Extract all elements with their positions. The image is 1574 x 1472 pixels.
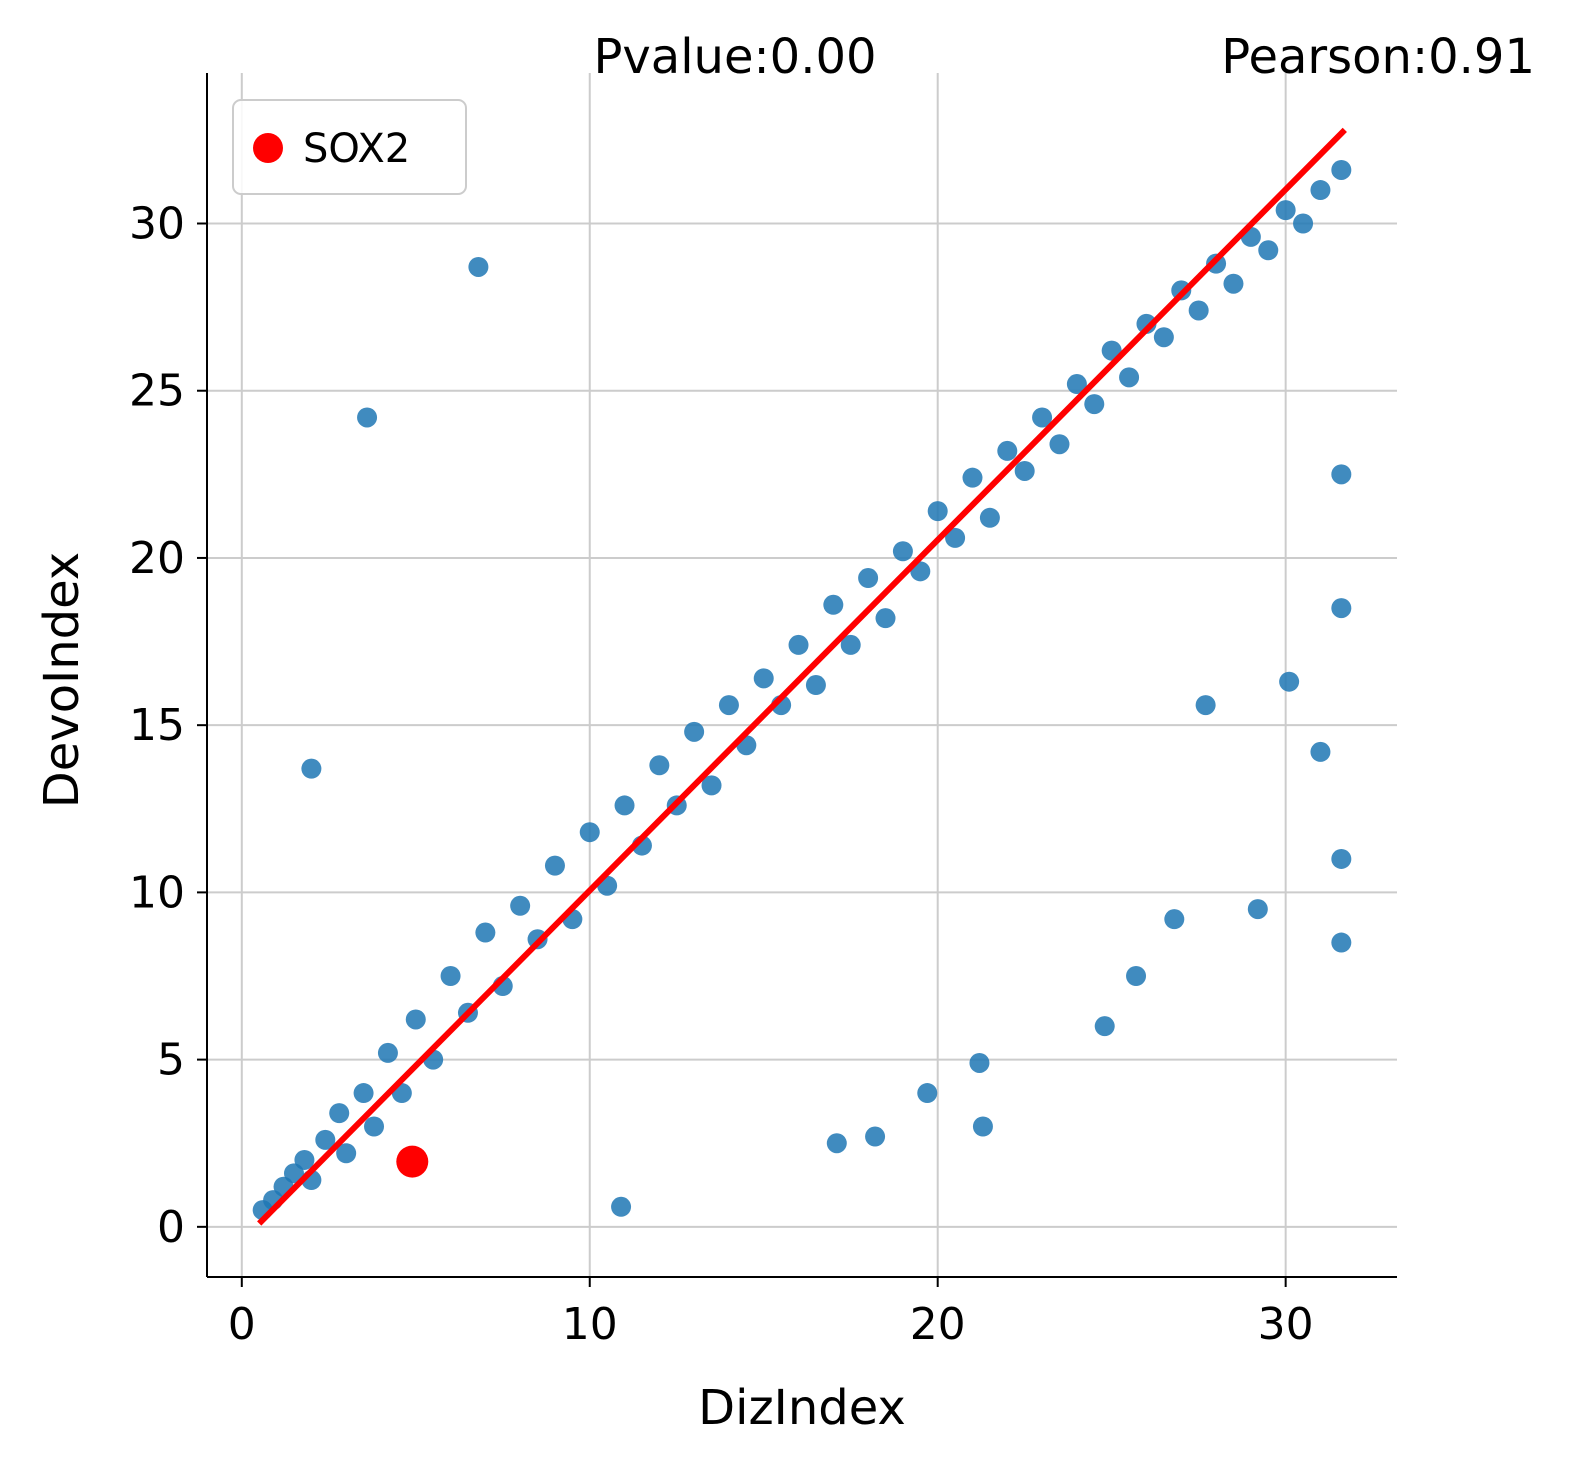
grid	[207, 73, 1397, 1277]
data-point	[614, 795, 635, 816]
legend-marker-sox2	[253, 133, 283, 163]
data-point	[611, 1196, 632, 1217]
data-point	[1066, 374, 1087, 395]
axes	[206, 73, 1397, 1278]
data-point	[1119, 367, 1140, 388]
data-point	[405, 1009, 426, 1030]
data-point	[1223, 273, 1244, 294]
data-point	[805, 675, 826, 696]
data-point	[1084, 394, 1105, 415]
data-point	[1247, 899, 1268, 920]
ticks: 0 10 20 30 0 5 10 15 20 25 30	[129, 199, 1314, 1351]
data-point	[1331, 464, 1352, 485]
data-point	[1126, 966, 1147, 986]
data-point	[788, 634, 809, 655]
y-tick-label: 0	[157, 1202, 185, 1253]
data-point	[945, 527, 966, 548]
data-point	[962, 467, 983, 488]
data-point	[969, 1052, 990, 1073]
data-point	[329, 1103, 350, 1124]
data-point	[1331, 932, 1352, 953]
x-tick-label: 10	[562, 1299, 618, 1350]
data-point	[1094, 1016, 1115, 1037]
data-point	[823, 594, 844, 615]
data-point	[544, 855, 565, 876]
data-point	[1258, 240, 1279, 261]
y-axis-label: DevoIndex	[34, 552, 90, 808]
data-point	[1153, 327, 1174, 348]
data-point	[1331, 598, 1352, 619]
data-point	[1275, 200, 1296, 221]
data-point	[1164, 909, 1185, 930]
data-point	[357, 407, 378, 428]
data-point	[718, 695, 739, 716]
data-point	[1032, 407, 1053, 428]
y-tick-label: 5	[157, 1035, 185, 1086]
data-point	[1188, 300, 1209, 321]
y-tick-label: 20	[129, 533, 185, 584]
y-tick-label: 25	[129, 366, 185, 417]
data-point	[892, 541, 913, 562]
y-tick-label: 10	[129, 867, 185, 918]
data-point	[997, 440, 1018, 461]
legend-box	[232, 99, 467, 195]
data-point	[927, 501, 948, 522]
legend: SOX2	[232, 99, 467, 195]
data-point	[301, 758, 322, 779]
data-point	[753, 668, 774, 689]
pvalue-annotation: Pvalue:0.00	[593, 29, 876, 85]
data-point	[579, 822, 600, 843]
data-point	[315, 1129, 336, 1150]
data-point	[826, 1133, 847, 1154]
data-point	[649, 755, 670, 776]
x-tick-label: 30	[1258, 1299, 1314, 1350]
data-point	[377, 1042, 398, 1063]
data-point	[1293, 213, 1314, 234]
data-point	[1195, 695, 1216, 716]
data-point	[440, 966, 461, 986]
data-point	[510, 895, 531, 916]
data-point	[1049, 434, 1070, 455]
data-point	[1014, 460, 1035, 481]
data-point	[475, 922, 496, 943]
data-point	[865, 1126, 886, 1147]
data-point	[701, 775, 722, 796]
x-tick-label: 0	[228, 1299, 256, 1350]
data-point	[1310, 741, 1331, 762]
data-point	[468, 256, 489, 277]
data-point	[1310, 180, 1331, 201]
data-point	[1331, 159, 1352, 180]
sox2-point	[396, 1145, 429, 1178]
fit-line-group	[257, 127, 1347, 1226]
data-point	[294, 1149, 315, 1170]
data-point	[979, 507, 1000, 528]
fit-line	[257, 127, 1347, 1226]
data-point	[917, 1083, 938, 1104]
data-point	[353, 1083, 374, 1104]
x-tick-label: 20	[910, 1299, 966, 1350]
pearson-annotation: Pearson:0.91	[1221, 29, 1535, 85]
data-point	[875, 608, 896, 629]
x-axis-label: DizIndex	[698, 1380, 906, 1436]
data-point	[972, 1116, 993, 1137]
data-point	[336, 1143, 357, 1164]
data-point	[1279, 671, 1300, 692]
y-tick-label: 15	[129, 700, 185, 751]
data-point	[858, 568, 879, 589]
data-point	[364, 1116, 385, 1137]
y-tick-label: 30	[129, 199, 185, 250]
data-point	[840, 634, 861, 655]
data-point	[1331, 848, 1352, 869]
data-point	[684, 721, 705, 742]
legend-label-sox2: SOX2	[303, 126, 410, 172]
